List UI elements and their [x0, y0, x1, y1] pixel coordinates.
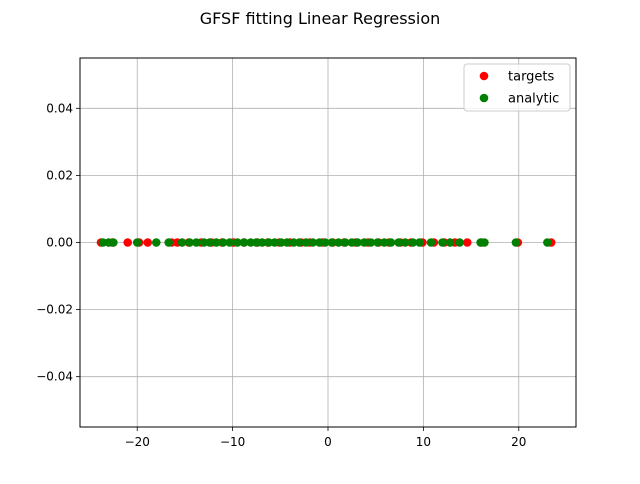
- analytic-point: [132, 238, 142, 247]
- analytic-point: [257, 238, 267, 247]
- analytic-point: [295, 238, 304, 247]
- analytic-point: [320, 238, 330, 247]
- analytic-point: [480, 238, 489, 247]
- analytic-point: [327, 238, 337, 247]
- analytic-point: [438, 238, 447, 247]
- analytic-point: [239, 238, 249, 247]
- chart-title: GFSF fitting Linear Regression: [200, 9, 441, 28]
- analytic-point: [394, 238, 403, 247]
- analytic-point: [373, 238, 382, 247]
- analytic-point: [177, 238, 187, 247]
- analytic-point: [543, 238, 552, 247]
- x-tick-label: −10: [220, 435, 245, 449]
- analytic-point: [218, 238, 228, 247]
- analytic-point: [225, 238, 235, 247]
- targets-point: [462, 238, 472, 247]
- analytic-point: [386, 238, 396, 247]
- legend-label-analytic: analytic: [508, 92, 559, 107]
- analytic-point: [400, 238, 410, 247]
- analytic-point: [205, 238, 215, 247]
- legend-box: [463, 63, 571, 112]
- analytic-point: [233, 238, 242, 247]
- analytic-point: [301, 238, 311, 247]
- analytic-point: [511, 238, 521, 247]
- analytic-point: [334, 238, 343, 247]
- data-points: [96, 238, 556, 247]
- axis-ticks: −20 −10 0 10 20 −0.04 −0.02 0.00 0.02 0.04: [36, 101, 526, 449]
- analytic-point: [340, 238, 350, 247]
- y-tick-label: −0.04: [36, 370, 73, 384]
- y-tick-label: 0.04: [46, 101, 73, 115]
- analytic-point: [415, 238, 424, 247]
- analytic-point: [445, 238, 455, 247]
- analytic-point: [359, 238, 369, 247]
- analytic-point: [282, 238, 292, 247]
- legend-marker-targets: [479, 71, 489, 81]
- analytic-point: [109, 238, 118, 247]
- y-tick-label: 0.00: [46, 236, 73, 250]
- analytic-point: [152, 238, 161, 247]
- x-tick-label: −20: [125, 435, 150, 449]
- legend: targets analytic: [463, 63, 571, 112]
- analytic-point: [408, 238, 418, 247]
- legend-label-targets: targets: [508, 70, 555, 85]
- x-tick-label: 10: [416, 435, 431, 449]
- y-tick-label: −0.02: [36, 303, 73, 317]
- analytic-point: [379, 238, 389, 247]
- analytic-point: [308, 238, 318, 247]
- y-tick-label: 0.02: [46, 168, 73, 182]
- analytic-point: [455, 238, 464, 247]
- analytic-point: [164, 238, 174, 247]
- analytic-point: [270, 238, 279, 247]
- analytic-point: [426, 238, 436, 247]
- analytic-point: [366, 238, 376, 247]
- analytic-point: [353, 238, 362, 247]
- analytic-point: [185, 238, 194, 247]
- targets-point: [143, 238, 153, 247]
- legend-marker-analytic: [479, 93, 489, 103]
- x-tick-label: 0: [324, 435, 332, 449]
- targets-point: [123, 238, 132, 247]
- analytic-point: [192, 238, 201, 247]
- analytic-point: [212, 238, 221, 247]
- x-tick-label: 20: [511, 435, 526, 449]
